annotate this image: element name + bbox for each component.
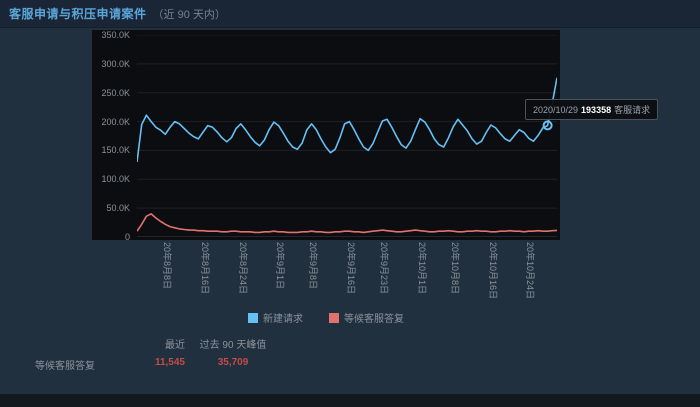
page-subtitle: （近 90 天内） <box>152 8 226 21</box>
page-title: 客服申请与积压申请案件 <box>9 7 147 21</box>
stats-col-recent: 最近 <box>165 340 185 351</box>
y-tick-label: 250.0K <box>101 87 130 98</box>
x-tick-label: 20年9月23日 <box>379 242 390 295</box>
stats-row-label: 等候客服答复 <box>35 361 95 372</box>
y-tick-label: 150.0K <box>101 145 130 156</box>
x-tick-label: 20年8月16日 <box>199 242 210 295</box>
plot-area[interactable]: 2020/10/29 193358 客服请求 <box>136 34 659 238</box>
y-tick-label: 300.0K <box>101 58 130 69</box>
legend-item-new-requests[interactable]: 新建请求 <box>248 310 303 325</box>
x-tick-label: 20年10月1日 <box>416 242 427 295</box>
tooltip-value: 193358 <box>581 105 612 115</box>
x-tick-label: 20年10月24日 <box>525 242 536 300</box>
y-axis: 350.0K 300.0K 250.0K 200.0K 150.0K 100.0K 50.0… <box>92 31 132 242</box>
stats-peak-value: 35,709 <box>217 357 249 368</box>
legend-swatch-red-icon <box>329 312 339 323</box>
y-tick-label: 50.0K <box>106 203 130 214</box>
chart-tooltip: 2020/10/29 193358 客服请求 <box>525 99 659 120</box>
tooltip-series-label: 客服请求 <box>614 105 651 115</box>
stats-col-peak: 过去 90 天峰值 <box>199 340 267 351</box>
x-tick-label: 20年8月8日 <box>162 242 173 290</box>
stats-empty-cell <box>35 336 127 351</box>
stats-table: 最近 过去 90 天峰值 等候客服答复 11,545 35,709 <box>35 336 281 372</box>
legend-label-awaiting-reply: 等候客服答复 <box>344 314 404 325</box>
y-tick-label: 200.0K <box>101 116 130 127</box>
x-tick-label: 20年9月8日 <box>308 242 319 290</box>
bottom-bar <box>0 394 700 407</box>
line-chart-svg <box>136 34 558 238</box>
legend-label-new-requests: 新建请求 <box>263 314 303 325</box>
x-tick-label: 20年8月24日 <box>237 242 248 295</box>
series-line-1 <box>136 213 558 234</box>
support-requests-chart: 350.0K 300.0K 250.0K 200.0K 150.0K 100.0K 50.0… <box>92 30 659 299</box>
y-tick-label: 350.0K <box>101 30 130 40</box>
x-tick-label: 20年10月16日 <box>487 242 498 300</box>
chart-legend: 新建请求 等候客服答复 <box>92 310 560 325</box>
x-tick-label: 20年9月16日 <box>346 242 357 295</box>
tooltip-date: 2020/10/29 <box>533 105 579 115</box>
y-tick-label: 0 <box>124 232 130 242</box>
legend-swatch-blue-icon <box>248 312 258 323</box>
legend-item-awaiting-reply[interactable]: 等候客服答复 <box>329 310 404 325</box>
x-tick-label: 20年9月1日 <box>275 242 286 290</box>
stats-recent-value: 11,545 <box>154 357 185 368</box>
x-tick-label: 20年10月8日 <box>449 242 460 295</box>
page-header: 客服申请与积压申请案件 （近 90 天内） <box>0 0 700 28</box>
series-line-0 <box>136 77 558 163</box>
hover-marker-icon <box>542 120 553 131</box>
y-tick-label: 100.0K <box>101 174 130 185</box>
